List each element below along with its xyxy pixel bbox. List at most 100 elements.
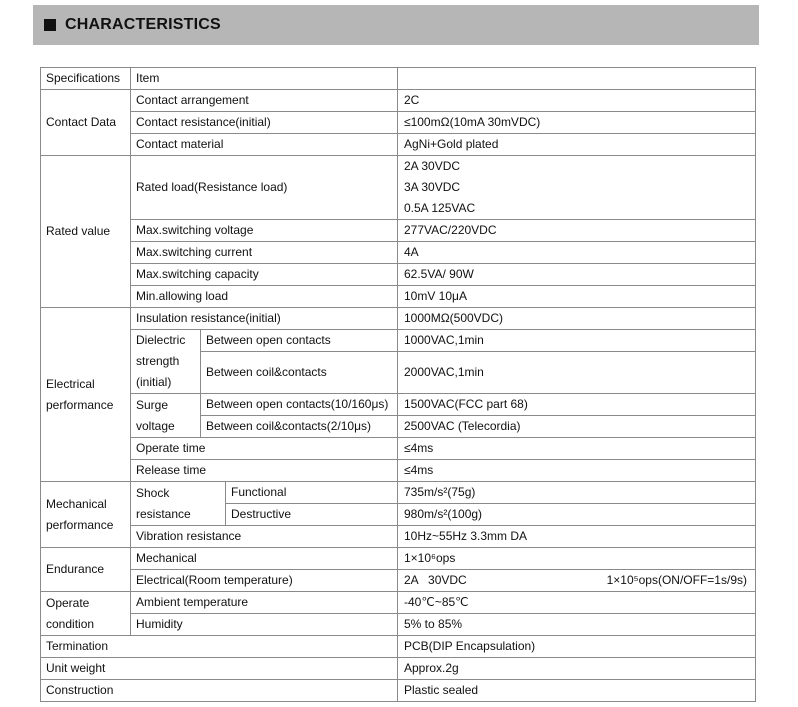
line: (initial) bbox=[136, 375, 172, 389]
row: Contact resistance(initial) ≤100mΩ(10mA … bbox=[41, 111, 756, 134]
cell: Surge voltage bbox=[130, 393, 201, 438]
cell: Electrical(Room temperature) bbox=[130, 569, 398, 592]
cell: Min.allowing load bbox=[130, 285, 398, 308]
cell: 1×10⁶ops bbox=[397, 547, 756, 570]
row: Operate condition Ambient temperature -4… bbox=[40, 591, 756, 636]
cell: Insulation resistance(initial) bbox=[130, 307, 398, 330]
split: 2A 30VDC 1×10⁵ops(ON/OFF=1s/9s) bbox=[404, 571, 755, 591]
row: Specifications Item bbox=[40, 67, 756, 90]
cell: Contact material bbox=[130, 133, 398, 156]
cell: Item bbox=[130, 67, 398, 90]
line: 0.5A 125VAC bbox=[404, 201, 476, 215]
row: Dielectric strength (initial) Between op… bbox=[41, 329, 756, 394]
line: 2A 30VDC bbox=[404, 159, 461, 173]
section-header: CHARACTERISTICS bbox=[33, 5, 759, 45]
cell: 5% to 85% bbox=[397, 613, 756, 636]
cell: PCB(DIP Encapsulation) bbox=[397, 635, 756, 658]
line: Electrical bbox=[46, 376, 95, 391]
cell: Contact arrangement bbox=[130, 89, 398, 112]
row: Vibration resistance 10Hz~55Hz 3.3mm DA bbox=[41, 525, 756, 548]
row: Electrical performance Insulation resist… bbox=[40, 307, 756, 482]
line: Shock bbox=[136, 485, 170, 500]
cell: AgNi+Gold plated bbox=[397, 133, 756, 156]
row: Max.switching capacity 62.5VA/ 90W bbox=[41, 263, 756, 286]
cell: 980m/s²(100g) bbox=[397, 503, 756, 526]
row: Contact Data Contact arrangement 2C bbox=[40, 89, 756, 156]
cell: 277VAC/220VDC bbox=[397, 219, 756, 242]
row: Mechanical performance Shock resistance … bbox=[40, 481, 756, 548]
row: Electrical(Room temperature) 2A 30VDC 1×… bbox=[41, 569, 756, 592]
cell: Rated value bbox=[40, 155, 131, 308]
cell: ≤4ms bbox=[397, 437, 756, 460]
line: 3A 30VDC bbox=[404, 180, 461, 194]
cell: Mechanical bbox=[130, 547, 398, 570]
cell: Endurance bbox=[40, 547, 131, 592]
cell: Termination bbox=[40, 635, 398, 658]
row: Rated value Rated load(Resistance load) … bbox=[40, 155, 756, 308]
cell: Rated load(Resistance load) bbox=[130, 155, 398, 220]
cell: Between coil&contacts(2/10μs) bbox=[200, 415, 398, 438]
line: Surge bbox=[136, 397, 169, 412]
cell: Humidity bbox=[130, 613, 398, 636]
line: Mechanical bbox=[46, 496, 107, 511]
line: Operate bbox=[46, 595, 90, 610]
cell: ≤4ms bbox=[397, 459, 756, 482]
row: Release time ≤4ms bbox=[41, 459, 756, 482]
cell: 735m/s²(75g) bbox=[397, 481, 756, 504]
row: Surge voltage Between open contacts(10/1… bbox=[41, 393, 756, 438]
line: performance bbox=[46, 517, 114, 532]
cell: Specifications bbox=[40, 67, 131, 90]
cell: Between coil&contacts bbox=[200, 351, 398, 394]
cell: Operate condition bbox=[40, 591, 131, 636]
cell: Destructive bbox=[225, 503, 398, 526]
row: Contact material AgNi+Gold plated bbox=[41, 133, 756, 156]
line: voltage bbox=[136, 418, 175, 433]
cell: 4A bbox=[397, 241, 756, 264]
cell: 2C bbox=[397, 89, 756, 112]
cell: Operate time bbox=[130, 437, 398, 460]
cell: 2A 30VDC 3A 30VDC 0.5A 125VAC bbox=[397, 155, 756, 220]
cell: Max.switching current bbox=[130, 241, 398, 264]
cell: 10mV 10μA bbox=[397, 285, 756, 308]
cell: Release time bbox=[130, 459, 398, 482]
line: resistance bbox=[136, 506, 191, 521]
row: Termination PCB(DIP Encapsulation) bbox=[40, 635, 756, 658]
cell: 2000VAC,1min bbox=[397, 351, 756, 394]
line: strength bbox=[136, 354, 180, 368]
cell: 62.5VA/ 90W bbox=[397, 263, 756, 286]
cell: Between open contacts bbox=[200, 329, 398, 352]
cell: Mechanical performance bbox=[40, 481, 131, 548]
cell: Electrical performance bbox=[40, 307, 131, 482]
row: Between coil&contacts 2000VAC,1min bbox=[41, 351, 756, 394]
row: Max.switching voltage 277VAC/220VDC bbox=[41, 219, 756, 242]
cell: 1000MΩ(500VDC) bbox=[397, 307, 756, 330]
cell: ≤100mΩ(10mA 30mVDC) bbox=[397, 111, 756, 134]
cell: Max.switching capacity bbox=[130, 263, 398, 286]
cell: 2A 30VDC 1×10⁵ops(ON/OFF=1s/9s) bbox=[397, 569, 756, 592]
row: Operate time ≤4ms bbox=[41, 437, 756, 460]
line: performance bbox=[46, 397, 114, 412]
cell: 1500VAC(FCC part 68) bbox=[397, 393, 756, 416]
cell: Shock resistance bbox=[130, 481, 226, 526]
cell: 10Hz~55Hz 3.3mm DA bbox=[397, 525, 756, 548]
line: Dielectric bbox=[136, 333, 186, 347]
cell: 2500VAC (Telecordia) bbox=[397, 415, 756, 438]
text: 1×10⁵ops(ON/OFF=1s/9s) bbox=[606, 573, 747, 587]
cell: Construction bbox=[40, 679, 398, 702]
row: Construction Plastic sealed bbox=[40, 679, 756, 702]
cell bbox=[397, 67, 756, 90]
cell: Approx.2g bbox=[397, 657, 756, 680]
cell: 1000VAC,1min bbox=[397, 329, 756, 352]
row: Endurance Mechanical 1×10⁶ops bbox=[40, 547, 756, 592]
cell: -40℃~85℃ bbox=[397, 591, 756, 614]
row: Humidity 5% to 85% bbox=[41, 613, 756, 636]
row: Destructive 980m/s²(100g) bbox=[41, 503, 756, 526]
cell: Plastic sealed bbox=[397, 679, 756, 702]
cell: Functional bbox=[225, 481, 398, 504]
cell: Between open contacts(10/160μs) bbox=[200, 393, 398, 416]
header-icon bbox=[44, 19, 56, 31]
text: 2A 30VDC bbox=[404, 573, 467, 587]
line: condition bbox=[46, 616, 95, 631]
cell: Contact resistance(initial) bbox=[130, 111, 398, 134]
